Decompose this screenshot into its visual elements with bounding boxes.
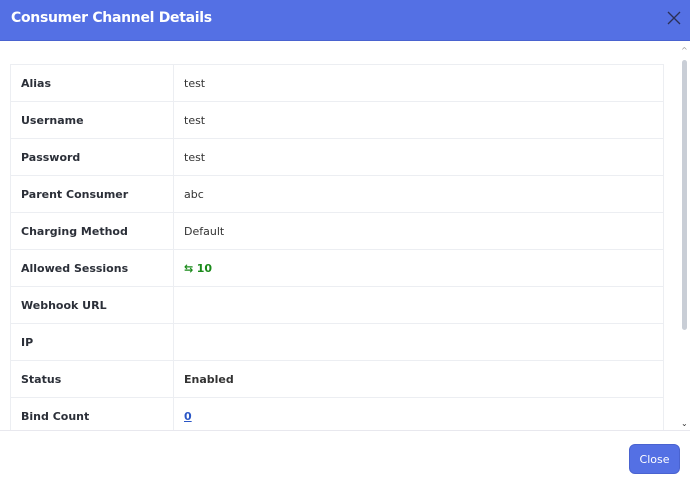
row-label: Allowed Sessions xyxy=(10,249,174,287)
close-icon[interactable] xyxy=(666,9,682,27)
table-row: Allowed Sessions ⇆ 10 xyxy=(10,249,664,287)
details-table: Alias test Username test Password test Pare… xyxy=(10,64,664,430)
modal-footer: Close xyxy=(0,430,690,481)
modal-title: Consumer Channel Details xyxy=(11,10,212,26)
row-label: Password xyxy=(10,138,174,176)
row-value xyxy=(173,286,664,324)
row-label: Status xyxy=(10,360,174,398)
table-row: Status Enabled xyxy=(10,360,664,398)
row-label: Bind Count xyxy=(10,397,174,430)
row-value: test xyxy=(173,64,664,102)
table-row: Alias test xyxy=(10,64,664,102)
modal-body: Alias test Username test Password test Pare… xyxy=(0,42,690,430)
chevron-down-icon[interactable]: ⌄ xyxy=(681,419,688,428)
row-value: 0 xyxy=(173,397,664,430)
allowed-sessions-value: 10 xyxy=(196,261,213,275)
repeat-icon: ⇆ xyxy=(184,261,194,275)
table-row: Username test xyxy=(10,101,664,139)
row-value: ⇆ 10 xyxy=(173,249,664,287)
close-button[interactable]: Close xyxy=(629,444,680,474)
bind-count-link[interactable]: 0 xyxy=(184,409,192,423)
row-label: Webhook URL xyxy=(10,286,174,324)
table-row: Parent Consumer abc xyxy=(10,175,664,213)
scrollbar-thumb[interactable] xyxy=(682,60,687,330)
chevron-up-icon[interactable]: ^ xyxy=(681,46,688,55)
table-row: Bind Count 0 xyxy=(10,397,664,430)
status-value: Enabled xyxy=(173,360,664,398)
table-row: IP xyxy=(10,323,664,361)
row-value xyxy=(173,323,664,361)
row-value: test xyxy=(173,138,664,176)
row-label: Alias xyxy=(10,64,174,102)
table-row: Charging Method Default xyxy=(10,212,664,250)
row-value: Default xyxy=(173,212,664,250)
table-row: Password test xyxy=(10,138,664,176)
row-value: abc xyxy=(173,175,664,213)
modal-header: Consumer Channel Details xyxy=(0,0,690,41)
row-label: Parent Consumer xyxy=(10,175,174,213)
row-label: IP xyxy=(10,323,174,361)
table-row: Webhook URL xyxy=(10,286,664,324)
row-value: test xyxy=(173,101,664,139)
scrollbar[interactable]: ^ ⌄ xyxy=(678,42,690,430)
row-label: Username xyxy=(10,101,174,139)
row-label: Charging Method xyxy=(10,212,174,250)
